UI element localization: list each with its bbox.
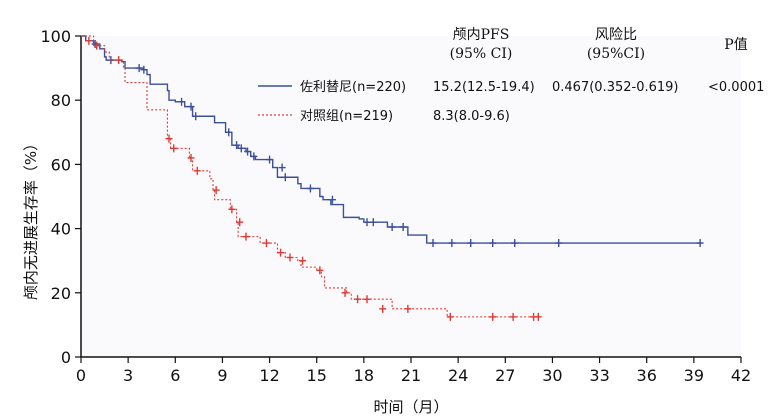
- censor-mark-control: [489, 312, 497, 321]
- legend-label-zoligratinib: 佐利替尼(n=220): [300, 80, 406, 95]
- p-header: P值: [724, 37, 747, 53]
- y-tick-label: 100: [40, 27, 71, 46]
- censor-mark-zoligratinib: [225, 128, 233, 137]
- pfs-header-line2: (95% CI): [450, 46, 513, 62]
- pfs-value-zoligratinib: 15.2(12.5-19.4): [433, 80, 535, 95]
- legend-label-control: 对照组(n=219): [300, 109, 393, 124]
- legend-row-zoligratinib: 佐利替尼(n=220) 15.2(12.5-19.4) 0.467(0.352-…: [258, 80, 764, 95]
- censor-mark-control: [286, 253, 294, 262]
- censor-mark-control: [354, 295, 362, 304]
- censor-mark-control: [228, 205, 236, 214]
- censor-mark-control: [93, 41, 101, 50]
- x-tick-label: 3: [123, 366, 133, 385]
- censor-mark-zoligratinib: [555, 239, 563, 248]
- censor-mark-zoligratinib: [489, 239, 497, 248]
- censor-mark-zoligratinib: [278, 163, 286, 172]
- censor-mark-control: [341, 288, 349, 297]
- censor-mark-zoligratinib: [388, 222, 396, 231]
- censor-mark-control: [236, 218, 244, 227]
- x-tick-label: 6: [170, 366, 180, 385]
- censor-mark-control: [115, 56, 123, 65]
- censor-mark-zoligratinib: [266, 155, 274, 164]
- x-tick-label: 30: [542, 366, 562, 385]
- pfs-header-line1: 颅内PFS: [453, 27, 510, 43]
- y-tick-label: 40: [51, 220, 71, 239]
- censor-mark-zoligratinib: [328, 195, 336, 204]
- censor-mark-control: [363, 295, 371, 304]
- censor-mark-zoligratinib: [140, 65, 148, 74]
- y-axis-label: 颅内无进展生存率（%）: [22, 136, 40, 300]
- censor-mark-zoligratinib: [91, 40, 99, 49]
- censor-mark-control: [165, 134, 173, 143]
- censor-mark-control: [509, 312, 517, 321]
- x-tick-label: 0: [76, 366, 86, 385]
- censor-mark-control: [299, 256, 307, 265]
- x-tick-label: 12: [259, 366, 279, 385]
- censor-mark-control: [404, 304, 412, 313]
- censor-mark-control: [379, 304, 387, 313]
- censor-mark-zoligratinib: [244, 147, 252, 156]
- censor-mark-zoligratinib: [250, 152, 258, 161]
- censor-mark-zoligratinib: [511, 239, 519, 248]
- censor-mark-control: [212, 186, 220, 195]
- censor-mark-zoligratinib: [399, 222, 407, 231]
- y-tick-label: 80: [51, 91, 71, 110]
- censor-mark-control: [446, 312, 454, 321]
- censor-mark-zoligratinib: [187, 102, 195, 111]
- censor-mark-zoligratinib: [429, 239, 437, 248]
- plot-area: [81, 35, 704, 321]
- x-tick-label: 36: [637, 366, 657, 385]
- hr-header-line2: (95%CI): [587, 46, 645, 62]
- x-tick-label: 15: [307, 366, 327, 385]
- censor-mark-control: [277, 248, 285, 257]
- hr-header-line1: 风险比: [595, 27, 637, 43]
- censor-mark-zoligratinib: [363, 218, 371, 227]
- x-tick-label: 18: [354, 366, 374, 385]
- censor-mark-zoligratinib: [369, 218, 377, 227]
- x-tick-label: 9: [217, 366, 227, 385]
- censor-mark-control: [262, 239, 270, 248]
- y-tick-label: 20: [51, 284, 71, 303]
- x-tick-label: 27: [495, 366, 515, 385]
- x-tick-label: 24: [448, 366, 468, 385]
- x-tick-label: 39: [684, 366, 704, 385]
- legend-row-control: 对照组(n=219) 8.3(8.0-9.6): [258, 109, 510, 124]
- x-tick-label: 21: [401, 366, 421, 385]
- censor-mark-control: [193, 166, 201, 175]
- pfs-value-control: 8.3(8.0-9.6): [433, 109, 510, 124]
- survival-curve-zoligratinib: [81, 35, 702, 244]
- censor-mark-control: [242, 232, 250, 241]
- censor-mark-zoligratinib: [192, 112, 200, 121]
- censor-mark-zoligratinib: [237, 144, 245, 153]
- censor-mark-zoligratinib: [467, 239, 475, 248]
- censor-mark-zoligratinib: [233, 141, 241, 150]
- censor-mark-zoligratinib: [696, 239, 704, 248]
- censor-mark-control: [85, 36, 93, 45]
- censor-mark-zoligratinib: [135, 64, 143, 73]
- x-tick-label: 42: [731, 366, 751, 385]
- x-axis-label: 时间（月）: [373, 398, 448, 416]
- censor-mark-control: [170, 144, 178, 153]
- x-tick-label: 33: [589, 366, 609, 385]
- y-tick-label: 60: [51, 155, 71, 174]
- censor-mark-zoligratinib: [306, 184, 314, 193]
- censor-mark-zoligratinib: [178, 97, 186, 106]
- plot-background: [81, 36, 741, 357]
- censor-mark-control: [187, 153, 195, 162]
- hr-value-zoligratinib: 0.467(0.352-0.619): [552, 80, 678, 95]
- censor-mark-zoligratinib: [448, 239, 456, 248]
- censor-mark-zoligratinib: [281, 173, 289, 182]
- censor-mark-control: [534, 312, 542, 321]
- p-value-zoligratinib: <0.0001: [708, 80, 764, 95]
- censor-mark-control: [316, 266, 324, 275]
- y-tick-label: 0: [61, 348, 71, 367]
